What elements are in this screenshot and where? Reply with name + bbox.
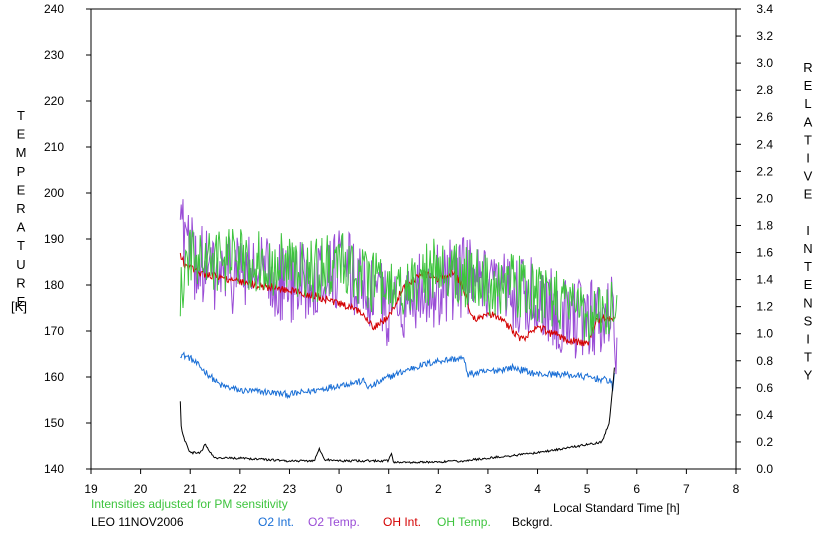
left-tick-label: 180: [44, 278, 64, 292]
legend-entry: OH Int.: [383, 515, 421, 529]
adjustment-note: Intensities adjusted for PM sensitivity: [91, 497, 288, 511]
series-line-1: [179, 199, 618, 375]
series-line-0: [180, 351, 615, 400]
axis-label-letter: I: [806, 151, 810, 166]
series-line-4: [179, 367, 615, 464]
right-tick-label: 2.4: [756, 137, 773, 151]
axis-label-letter: E: [804, 277, 813, 292]
series-layer: [179, 199, 618, 464]
right-tick-label: 0.4: [756, 408, 773, 422]
axis-label-letter: T: [17, 108, 25, 123]
axis-label-letter: T: [804, 350, 812, 365]
legend: O2 Int. O2 Temp. OH Int. OH Temp. Bckgrd.: [258, 515, 553, 529]
right-tick-label: 2.0: [756, 191, 773, 205]
axis-label-letter: M: [16, 145, 27, 160]
right-tick-label: 3.4: [756, 2, 773, 16]
right-tick-label: 1.2: [756, 300, 773, 314]
axis-label-letter: E: [804, 187, 813, 202]
right-tick-label: 0.0: [756, 462, 773, 476]
axis-label-letter: V: [804, 169, 813, 184]
axis-label-letter: N: [803, 241, 812, 256]
x-tick-label: 20: [134, 482, 148, 496]
axis-label-letter: N: [803, 295, 812, 310]
x-tick-label: 21: [184, 482, 198, 496]
axis-label-letter: L: [804, 96, 811, 111]
series-line-2: [179, 252, 615, 347]
y-left-unit: [K]: [11, 299, 27, 314]
left-tick-label: 160: [44, 370, 64, 384]
x-tick-label: 4: [534, 482, 541, 496]
x-axis-ticks: 19 20 21 22 23 0 1 2 3 4 5 6 7 8: [84, 469, 740, 496]
x-tick-label: 19: [84, 482, 98, 496]
axis-label-letter: E: [17, 127, 26, 142]
axis-label-letter: T: [804, 132, 812, 147]
left-tick-label: 200: [44, 186, 64, 200]
right-tick-label: 3.0: [756, 56, 773, 70]
station-date: LEO 11NOV2006: [91, 515, 184, 529]
x-tick-label: 22: [233, 482, 247, 496]
axis-label-letter: I: [806, 332, 810, 347]
left-tick-label: 220: [44, 94, 64, 108]
axis-label-letter: I: [806, 223, 810, 238]
legend-entry: O2 Temp.: [308, 515, 360, 529]
left-tick-label: 190: [44, 232, 64, 246]
right-tick-label: 0.8: [756, 354, 773, 368]
axis-label-letter: A: [804, 114, 813, 129]
x-tick-label: 2: [435, 482, 442, 496]
x-tick-label: 3: [485, 482, 492, 496]
axis-label-letter: R: [16, 201, 25, 216]
axis-label-letter: U: [16, 257, 25, 272]
x-tick-label: 8: [733, 482, 740, 496]
series-line-3: [179, 228, 618, 342]
x-axis-label: Local Standard Time [h]: [553, 501, 680, 515]
right-tick-label: 1.0: [756, 327, 773, 341]
left-tick-label: 240: [44, 2, 64, 16]
left-tick-label: 230: [44, 48, 64, 62]
x-tick-label: 7: [683, 482, 690, 496]
x-tick-label: 6: [633, 482, 640, 496]
axis-label-letter: Y: [804, 368, 813, 383]
right-tick-label: 1.4: [756, 273, 773, 287]
axis-label-letter: A: [17, 220, 26, 235]
right-tick-label: 0.2: [756, 435, 773, 449]
x-tick-label: 0: [336, 482, 343, 496]
right-tick-label: 2.6: [756, 110, 773, 124]
axis-label-letter: E: [17, 294, 26, 309]
x-tick-label: 23: [283, 482, 297, 496]
legend-entry: OH Temp.: [437, 515, 491, 529]
axis-label-letter: S: [804, 313, 813, 328]
right-tick-label: 1.6: [756, 246, 773, 260]
legend-entry: Bckgrd.: [512, 515, 553, 529]
axis-label-letter: E: [17, 182, 26, 197]
x-tick-label: 5: [584, 482, 591, 496]
left-tick-label: 150: [44, 416, 64, 430]
axis-label-letter: T: [804, 259, 812, 274]
axis-label-letter: R: [16, 275, 25, 290]
left-tick-label: 170: [44, 324, 64, 338]
axis-label-letter: P: [17, 164, 26, 179]
left-tick-label: 140: [44, 462, 64, 476]
right-axis-ticks: 0.0 0.2 0.4 0.6 0.8 1.0 1.2 1.4 1.6 1.8 2.0 2.2 2.4 2…: [736, 2, 773, 476]
left-axis-ticks: 140 150 160 170 180 190 200 210 220 230 240: [44, 2, 91, 476]
left-tick-label: 210: [44, 140, 64, 154]
axis-label-letter: T: [17, 238, 25, 253]
right-tick-label: 1.8: [756, 218, 773, 232]
axis-label-letter: E: [804, 78, 813, 93]
legend-entry: O2 Int.: [258, 515, 294, 529]
right-tick-label: 2.2: [756, 164, 773, 178]
x-tick-label: 1: [385, 482, 392, 496]
right-tick-label: 2.8: [756, 83, 773, 97]
axis-label-letter: R: [803, 60, 812, 75]
right-tick-label: 0.6: [756, 381, 773, 395]
right-tick-label: 3.2: [756, 29, 773, 43]
